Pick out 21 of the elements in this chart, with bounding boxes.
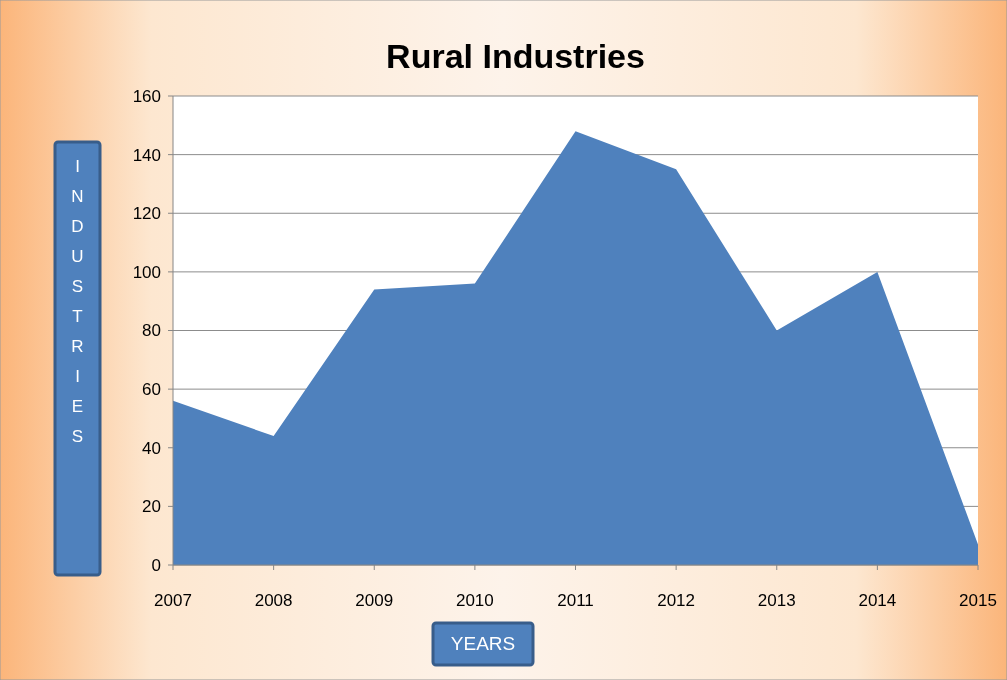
y-tick-label: 40	[142, 438, 161, 458]
x-tick-label: 2014	[858, 591, 897, 610]
x-tick-label: 2012	[657, 591, 696, 610]
chart-title: Rural Industries	[386, 37, 645, 75]
x-tick-label: 2010	[455, 591, 494, 610]
x-tick-label: 2013	[757, 591, 796, 610]
y-tick-label: 80	[142, 321, 161, 341]
text: INDUSTRIES	[71, 157, 84, 446]
x-tick-label: 2011	[557, 591, 594, 610]
x-axis-title: YEARS	[450, 633, 516, 654]
y-tick-label: 60	[142, 380, 161, 400]
y-tick-label: 0	[151, 555, 161, 575]
y-tick-label: 160	[132, 86, 161, 106]
x-tick-label: 2008	[254, 591, 293, 610]
y-tick-label: 100	[132, 262, 161, 282]
y-tick-label: 20	[142, 497, 161, 517]
y-tick-label: 120	[132, 204, 161, 224]
x-tick-label: 2007	[154, 591, 192, 610]
y-tick-label: 140	[132, 145, 161, 165]
x-tick-label: 2015	[959, 591, 997, 610]
x-tick-label: 2009	[355, 591, 394, 610]
